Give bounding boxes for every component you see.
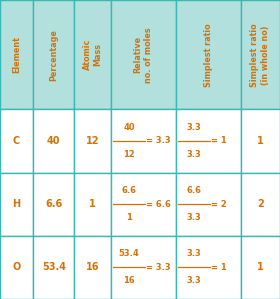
Text: 16: 16 — [86, 262, 99, 272]
Text: 6.6: 6.6 — [122, 186, 137, 195]
Text: 1: 1 — [126, 213, 132, 222]
Bar — [241, 173, 280, 236]
Text: 6.6: 6.6 — [45, 199, 62, 209]
Bar — [176, 109, 241, 173]
Bar — [74, 109, 111, 173]
Text: Relative
no. of moles: Relative no. of moles — [133, 27, 153, 83]
Bar — [74, 236, 111, 299]
Text: 1: 1 — [257, 136, 264, 146]
Text: 6.6: 6.6 — [186, 186, 202, 195]
Bar — [176, 173, 241, 236]
Bar — [0, 173, 33, 236]
Bar — [176, 0, 241, 109]
Text: Atomic
Mass: Atomic Mass — [83, 39, 103, 71]
Bar — [111, 236, 176, 299]
Text: Element: Element — [12, 36, 21, 73]
Bar — [241, 0, 280, 109]
Text: 16: 16 — [123, 276, 135, 285]
Text: = 6.6: = 6.6 — [146, 199, 171, 209]
Text: = 3.3: = 3.3 — [146, 263, 171, 272]
Text: O: O — [12, 262, 21, 272]
Text: 3.3: 3.3 — [187, 150, 201, 159]
Bar — [111, 173, 176, 236]
Bar — [0, 0, 33, 109]
Text: C: C — [13, 136, 20, 146]
Text: = 2: = 2 — [211, 199, 227, 209]
Text: 53.4: 53.4 — [42, 262, 66, 272]
Bar — [176, 236, 241, 299]
Bar — [33, 173, 74, 236]
Text: 40: 40 — [47, 136, 60, 146]
Text: 40: 40 — [123, 123, 135, 132]
Bar — [33, 236, 74, 299]
Text: H: H — [12, 199, 21, 209]
Bar — [111, 0, 176, 109]
Bar — [241, 109, 280, 173]
Text: 3.3: 3.3 — [187, 276, 201, 285]
Text: = 1: = 1 — [211, 263, 227, 272]
Text: Simplest ratio
(in whole no): Simplest ratio (in whole no) — [250, 23, 270, 87]
Bar — [0, 236, 33, 299]
Text: 3.3: 3.3 — [187, 213, 201, 222]
Text: 12: 12 — [123, 150, 135, 159]
Text: 3.3: 3.3 — [187, 123, 201, 132]
Bar — [111, 109, 176, 173]
Bar — [33, 0, 74, 109]
Bar — [74, 173, 111, 236]
Text: 1: 1 — [89, 199, 96, 209]
Text: = 3.3: = 3.3 — [146, 136, 171, 146]
Text: Percentage: Percentage — [49, 29, 58, 81]
Text: 1: 1 — [257, 262, 264, 272]
Text: Simplest ratio: Simplest ratio — [204, 23, 213, 87]
Text: = 1: = 1 — [211, 136, 227, 146]
Bar — [74, 0, 111, 109]
Bar — [0, 109, 33, 173]
Text: 2: 2 — [257, 199, 264, 209]
Text: 53.4: 53.4 — [119, 249, 139, 258]
Bar — [33, 109, 74, 173]
Bar — [241, 236, 280, 299]
Text: 3.3: 3.3 — [187, 249, 201, 258]
Text: 12: 12 — [86, 136, 99, 146]
